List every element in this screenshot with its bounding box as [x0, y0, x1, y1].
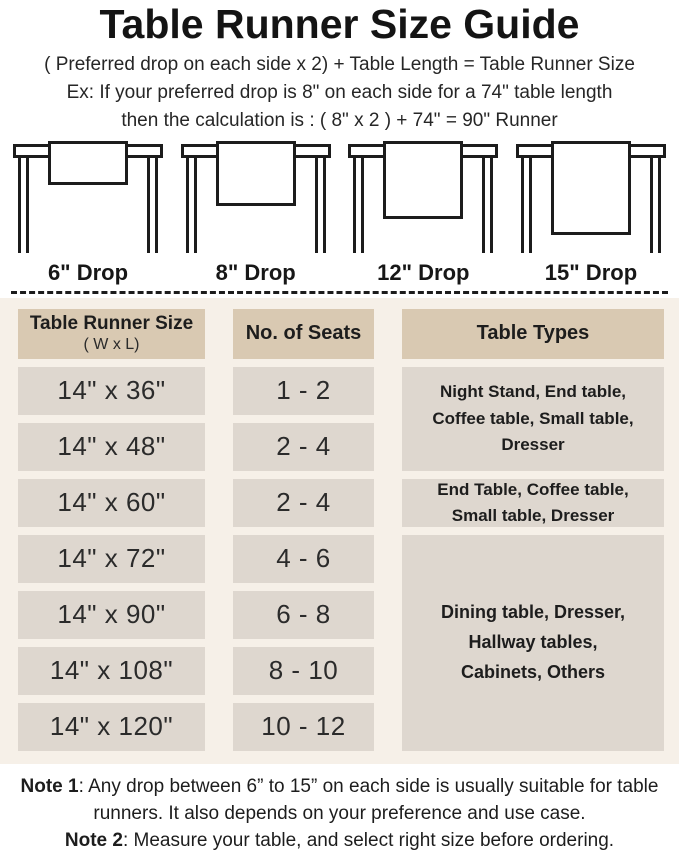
example-line-2: then the calculation is : ( 8" x 2 ) + 7…	[121, 109, 558, 131]
table-leg-right	[482, 153, 494, 253]
size-cell: 14" x 60"	[18, 478, 205, 527]
dashed-separator	[11, 290, 668, 294]
note-2: Note 2: Measure your table, and select r…	[6, 828, 673, 855]
header-runner-size-subtitle: ( W x L)	[83, 336, 140, 354]
illustrations-row: 6" Drop 8" Drop 12" Drop	[0, 140, 679, 286]
table-leg-left	[520, 153, 532, 253]
table-leg-left	[353, 153, 365, 253]
seats-cell: 1 - 2	[233, 366, 374, 415]
size-cell: 14" x 36"	[18, 366, 205, 415]
size-cell: 14" x 90"	[18, 590, 205, 639]
header-table-types: Table Types	[402, 308, 664, 359]
table-leg-left	[185, 153, 197, 253]
runner-drape	[48, 140, 128, 185]
table-leg-left	[18, 153, 29, 253]
table-drawing	[348, 140, 499, 253]
seats-cell: 2 - 4	[233, 422, 374, 471]
drop-label: 6" Drop	[47, 259, 129, 285]
size-guide-table: Table Runner Size ( W x L) No. of Seats …	[18, 308, 679, 751]
types-group-text: End Table, Coffee table, Small table, Dr…	[437, 479, 629, 525]
header-runner-size-title: Table Runner Size	[29, 313, 194, 335]
table-leg-right	[147, 153, 158, 253]
table-drawing	[13, 140, 163, 253]
seats-cell: 4 - 6	[233, 534, 374, 583]
table-drawing	[180, 140, 331, 253]
table-leg-right	[314, 153, 326, 253]
runner-drape	[215, 140, 296, 206]
runner-drape	[383, 140, 464, 219]
note-1-text: : Any drop between 6” to 15” on each sid…	[78, 775, 659, 824]
table-drawing	[515, 140, 666, 253]
size-cell: 14" x 72"	[18, 534, 205, 583]
header-seats: No. of Seats	[233, 308, 374, 359]
note-1-label: Note 1	[20, 775, 79, 797]
types-group-cell: Dining table, Dresser, Hallway tables, C…	[402, 534, 664, 751]
size-cell: 14" x 120"	[18, 702, 205, 751]
drop-label: 8" Drop	[215, 259, 296, 285]
drop-label: 15" Drop	[544, 259, 638, 285]
seats-cell: 6 - 8	[233, 590, 374, 639]
drop-label: 12" Drop	[377, 259, 470, 285]
table-illustration-8-drop: 8" Drop	[180, 140, 331, 286]
table-illustration-15-drop: 15" Drop	[515, 140, 666, 286]
types-group-text: Night Stand, End table, Coffee table, Sm…	[432, 382, 634, 455]
seats-cell: 10 - 12	[233, 702, 374, 751]
size-guide-section: Table Runner Size ( W x L) No. of Seats …	[0, 297, 679, 764]
types-group-text: Dining table, Dresser, Hallway tables, C…	[440, 602, 626, 682]
notes-block: Note 1: Any drop between 6” to 15” on ea…	[0, 774, 679, 855]
example-line-1: Ex: If your preferred drop is 8" on each…	[66, 81, 613, 103]
table-leg-right	[649, 153, 661, 253]
size-cell: 14" x 108"	[18, 646, 205, 695]
note-2-text: : Measure your table, and select right s…	[122, 829, 615, 851]
types-group-cell: Night Stand, End table, Coffee table, Sm…	[402, 366, 664, 471]
runner-drape	[550, 140, 631, 235]
note-1: Note 1: Any drop between 6” to 15” on ea…	[6, 774, 673, 828]
formula-text: ( Preferred drop on each side x 2) + Tab…	[44, 53, 635, 75]
seats-cell: 8 - 10	[233, 646, 374, 695]
header-runner-size: Table Runner Size ( W x L)	[18, 308, 205, 359]
page-title: Table Runner Size Guide	[99, 1, 580, 47]
types-group-cell: End Table, Coffee table, Small table, Dr…	[402, 478, 664, 527]
table-illustration-6-drop: 6" Drop	[13, 140, 163, 286]
size-cell: 14" x 48"	[18, 422, 205, 471]
note-2-label: Note 2	[64, 829, 123, 851]
seats-cell: 2 - 4	[233, 478, 374, 527]
table-illustration-12-drop: 12" Drop	[348, 140, 499, 286]
